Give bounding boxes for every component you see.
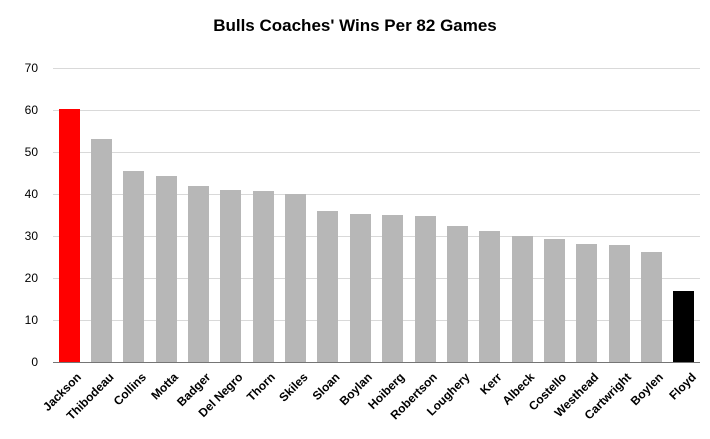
bar-loughery [446,225,468,362]
bar-boylan [349,214,371,362]
bar-kerr [479,230,501,362]
bar-robertson [414,215,436,362]
x-axis-label: Collins [110,370,149,409]
bar-albeck [511,235,533,362]
bar-floyd [673,291,695,362]
x-axis-label: Skiles [276,370,311,405]
bar-sloan [317,211,339,362]
gridline [53,152,700,153]
gridline [53,110,700,111]
gridline [53,236,700,237]
y-tick-label: 50 [24,145,38,159]
bar-thibodeau [91,139,113,362]
gridline [53,68,700,69]
x-axis-label: Kerr [477,370,505,398]
bar-boylen [640,252,662,362]
y-tick-label: 40 [24,187,38,201]
gridline [53,278,700,279]
bar-motta [155,175,177,362]
gridline [53,320,700,321]
y-tick-label: 10 [24,313,38,327]
bar-costello [543,238,565,362]
chart-title: Bulls Coaches' Wins Per 82 Games [213,16,497,35]
y-tick-label: 30 [24,229,38,243]
bar-jackson [58,108,80,362]
bar-cartwright [608,245,630,362]
x-axis-line [53,362,700,363]
bar-thorn [252,190,274,362]
bar-badger [188,185,210,362]
x-axis-label: Boylen [628,370,667,409]
bar-westhead [576,244,598,362]
x-axis-label: Thorn [244,370,279,404]
y-tick-label: 60 [24,103,38,117]
bar-hoiberg [382,215,404,362]
y-tick-label: 20 [24,271,38,285]
bar-collins [123,170,145,362]
y-tick-label: 0 [31,355,38,369]
y-tick-label: 70 [24,61,38,75]
bar-del-negro [220,190,242,362]
bar-skiles [285,194,307,362]
gridline [53,194,700,195]
x-axis-label: Floyd [666,370,699,403]
